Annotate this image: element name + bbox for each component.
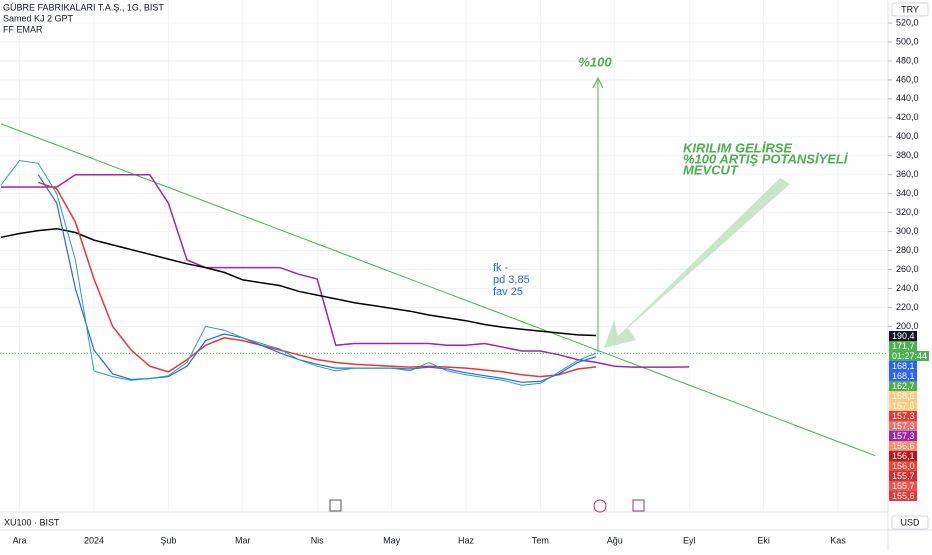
- y-tick-label: 500,0: [896, 36, 919, 46]
- price-badge: [889, 391, 917, 401]
- price-badge-label: 157,3: [892, 431, 915, 441]
- annotation: pd 3,85: [493, 274, 530, 286]
- y-tick-label: 200,0: [896, 321, 919, 331]
- price-badge: [889, 491, 917, 501]
- series-line: [37, 174, 597, 383]
- price-badge-label: 157,3: [892, 421, 915, 431]
- sub-symbol: XU100 · BIST: [4, 517, 60, 527]
- countdown-badge: [889, 351, 929, 361]
- price-badge-label: 171,7: [892, 341, 915, 351]
- price-badge: [889, 331, 917, 341]
- y-tick-label: 260,0: [896, 264, 919, 274]
- plot: [0, 0, 888, 512]
- y-tick-label: 360,0: [896, 169, 919, 179]
- annotation: MEVCUT: [683, 162, 739, 177]
- annotation: KIRILIM GELİRSE: [683, 140, 792, 155]
- y-tick-label: 380,0: [896, 150, 919, 160]
- x-tick-label: May: [383, 535, 401, 545]
- price-badge: [889, 361, 917, 371]
- price-badge: [889, 431, 917, 441]
- price-badge-label: 156,6: [892, 441, 915, 451]
- x-tick-label: Tem: [532, 535, 549, 545]
- symbol-title: GÜBRE FABRİKALARI T.A.Ş., 1G, BIST: [3, 2, 164, 12]
- price-badge-label: 168,1: [892, 371, 915, 381]
- annotation: fav 25: [493, 286, 523, 298]
- price-badge-label: 190,4: [892, 331, 915, 341]
- price-badge: [889, 411, 917, 421]
- x-tick-label: Nis: [311, 535, 324, 545]
- currency-button[interactable]: [891, 2, 929, 17]
- price-badge-label: 156,0: [892, 461, 915, 471]
- indicator: FF EMAR: [3, 24, 43, 34]
- countdown: 01:27:44: [892, 351, 927, 361]
- series-line: [0, 123, 876, 457]
- currency-button[interactable]: [891, 515, 929, 530]
- annotation: fk -: [493, 262, 509, 274]
- price-badge-label: 155,7: [892, 481, 915, 491]
- arrow-big: [604, 178, 790, 348]
- annotation: %100: [578, 54, 612, 69]
- series-line: [0, 159, 597, 386]
- x-tick-label: Ağu: [607, 535, 623, 545]
- y-tick-label: 300,0: [896, 226, 919, 236]
- event-marker[interactable]: [593, 499, 607, 513]
- price-badge: [889, 451, 917, 461]
- price-badge: [889, 371, 917, 381]
- series-line: [1, 173, 690, 368]
- price-badge: [889, 341, 917, 351]
- price-badge: [889, 401, 917, 411]
- arrow-head: [592, 76, 604, 89]
- y-tick-label: 280,0: [896, 245, 919, 255]
- x-tick-label: Eyl: [683, 535, 696, 545]
- price-badge: [889, 441, 917, 451]
- series-line: [37, 181, 597, 378]
- x-tick-label: Mar: [235, 535, 251, 545]
- x-tick-label: Haz: [458, 535, 475, 545]
- x-tick-label: Ara: [13, 535, 27, 545]
- y-tick-label: 520,0: [896, 17, 919, 27]
- price-badge-label: 162,7: [892, 381, 915, 391]
- event-marker[interactable]: [632, 499, 645, 512]
- y-tick-label: 240,0: [896, 283, 919, 293]
- price-badge-label: 155,6: [892, 491, 915, 501]
- y-tick-label: 220,0: [896, 302, 919, 312]
- price-badge-label: 157,3: [892, 411, 915, 421]
- y-tick-label: 400,0: [896, 131, 919, 141]
- price-badge: [889, 461, 917, 471]
- y-tick-label: 440,0: [896, 93, 919, 103]
- price-badge-label: 155,7: [892, 471, 915, 481]
- price-badge: [889, 381, 917, 391]
- series-line: [0, 227, 597, 337]
- y-tick-label: 460,0: [896, 74, 919, 84]
- y-tick-label: 340,0: [896, 188, 919, 198]
- x-tick-label: Şub: [160, 535, 176, 545]
- price-badge: [889, 421, 917, 431]
- y-tick-label: 320,0: [896, 207, 919, 217]
- y-tick-label: 420,0: [896, 112, 919, 122]
- x-tick-label: 2024: [84, 535, 104, 545]
- price-badge-label: 157,5: [892, 401, 915, 411]
- x-tick-label: Eki: [757, 535, 770, 545]
- currency[interactable]: TRY: [901, 4, 919, 14]
- annotation: %100 ARTIŞ POTANSİYELİ: [683, 151, 849, 166]
- currency[interactable]: USD: [900, 517, 920, 527]
- price-badge-label: 168,1: [892, 361, 915, 371]
- x-tick-label: Kas: [830, 535, 846, 545]
- event-marker[interactable]: [329, 499, 342, 512]
- price-badge: [889, 481, 917, 491]
- price-badge-label: 158,6: [892, 391, 915, 401]
- y-tick-label: 480,0: [896, 55, 919, 65]
- price-badge-label: 156,1: [892, 451, 915, 461]
- indicator: Samed KJ 2 GPT: [3, 13, 74, 23]
- price-badge: [889, 471, 917, 481]
